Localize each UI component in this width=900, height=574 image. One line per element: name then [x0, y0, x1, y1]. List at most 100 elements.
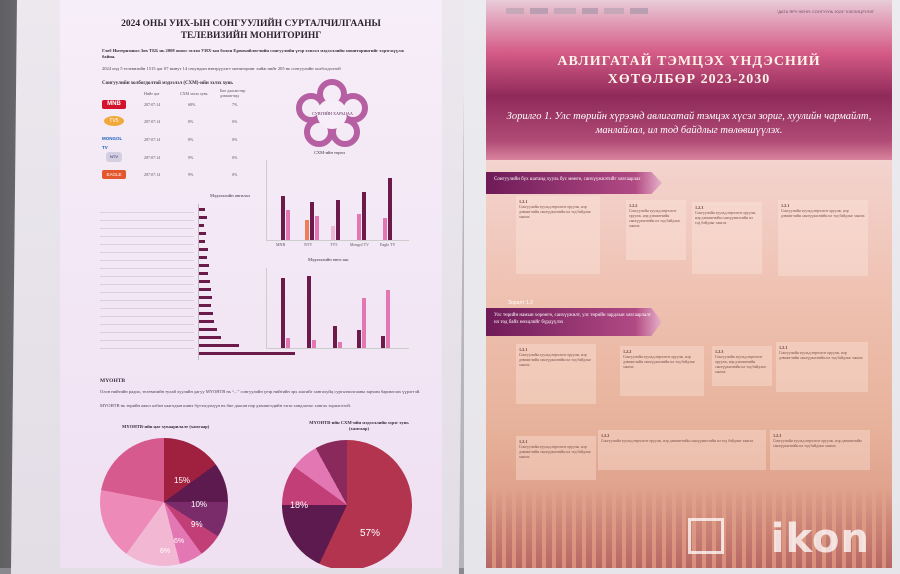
- measure-card-text: Сонгуулийн хуульд өөрчлөлт оруулж, нэр д…: [695, 211, 757, 225]
- chart2-bar: [362, 298, 366, 348]
- chart1-xtick: NTV: [304, 242, 313, 247]
- goal-band: [486, 96, 892, 160]
- pie-chart-2: [282, 440, 412, 568]
- chart3-row-labels: [100, 206, 194, 356]
- measure-card-tag: 1.2.1: [779, 345, 788, 350]
- measure-card-text: Сонгуулийн хуульд өөрчлөлт оруулж, нэр д…: [519, 205, 592, 219]
- right-poster: “ДАТА ЯРУ НЕНЯ: СОНГУУЛЬ 2024” ХЭЛЭЛЦҮҮЛ…: [486, 0, 892, 568]
- chart2-bar: [338, 342, 342, 348]
- pie1-label: 9%: [191, 520, 203, 529]
- chart3-bar: [199, 264, 209, 267]
- measure-card: 1.2.3 Сонгуулийн хуульд өөрчлөлт оруулж,…: [770, 430, 870, 470]
- chart3-bar: [199, 304, 211, 307]
- left-intro-text: Глоб Интернэшнл Зөв ТББ нь 2008 оноос эх…: [102, 48, 405, 59]
- chart1-bar: [336, 200, 340, 240]
- pie1-label: 6%: [160, 548, 171, 555]
- chart1-bar: [357, 214, 361, 240]
- chart1-title: СХМ-ийн төрөл: [314, 150, 345, 155]
- chart3-bar: [199, 320, 214, 323]
- left-poster: 2024 ОНЫ УИХ-ЫН СОНГУУЛИЙН СУРТАЛЧИЛГААН…: [60, 0, 442, 568]
- poster-header-small: “ДАТА ЯРУ НЕНЯ: СОНГУУЛЬ 2024” ХЭЛЭЛЦҮҮЛ…: [776, 9, 874, 14]
- flower-label: СУВГИЙН ХАРЬЦАА: [312, 111, 353, 116]
- measure-card-text: Сонгуулийн хуульд өөрчлөлт оруулж, нэр д…: [779, 351, 863, 360]
- chart1-bar: [383, 218, 387, 240]
- channel-pct: 8%: [188, 137, 194, 142]
- chart1-xtick: TV5: [330, 242, 338, 247]
- measure-card: 1.2.3 Сонгуулийн хуульд өөрчлөлт оруулж,…: [712, 346, 772, 386]
- measure-card: 1.2.2 Сонгуулийн хуульд өөрчлөлт оруулж,…: [598, 430, 766, 470]
- chart3-bar: [199, 296, 212, 299]
- montv-text-1: Олон нийтийн радио, телевизийн тухай хуу…: [100, 389, 421, 394]
- chart2-bar: [307, 276, 311, 348]
- channel-hours: 287:07:14: [144, 137, 161, 142]
- chart2-bar: [386, 290, 390, 348]
- chart1-xtick: MNB: [276, 242, 286, 247]
- pie2-label: 18%: [290, 500, 309, 510]
- chart3-bar: [199, 280, 210, 283]
- pie1-label: 10%: [191, 500, 208, 509]
- chart3-bar: [199, 344, 239, 347]
- measure-card-text: Сонгуулийн хуульд өөрчлөлт оруулж, нэр д…: [519, 445, 592, 459]
- channel-ind: 7%: [232, 102, 238, 107]
- chart1-bar: [315, 216, 319, 240]
- objective-banner-2: Улс төрийн намын хөрөнгө, санхүүжилт, ул…: [486, 308, 662, 336]
- channel-hours: 287:07:14: [144, 119, 161, 124]
- chart2-bar: [333, 326, 337, 348]
- channel-pct: 68%: [188, 102, 196, 107]
- poster-header-band: [486, 0, 892, 96]
- measure-card: 1.2.1 Сонгуулийн хуульд өөрчлөлт оруулж,…: [516, 344, 596, 404]
- chart1-bar: [305, 220, 309, 240]
- measure-card-text: Сонгуулийн хуульд өөрчлөлт оруулж, нэр д…: [623, 355, 696, 369]
- measure-card: 1.2.1 Сонгуулийн хуульд өөрчлөлт оруулж,…: [516, 196, 600, 274]
- chart2-bar: [357, 330, 361, 348]
- program-title-2: ХӨТӨЛБӨР 2023-2030: [607, 72, 771, 87]
- measure-card-text: Сонгуулийн хуульд өөрчлөлт оруулж, нэр д…: [781, 209, 865, 218]
- chart2-bar: [281, 278, 285, 348]
- measure-card: 1.2.1 Сонгуулийн хуульд өөрчлөлт оруулж,…: [516, 436, 596, 480]
- pie1-title: МҮОНТВ-ийн цаг хуваарилалт (хамгаар): [122, 424, 210, 429]
- channel-ind: 0%: [232, 137, 238, 142]
- mongol-tv-logo: MONGOL TV: [102, 136, 123, 150]
- chart3-title: Мэдээллийн ангилал: [210, 193, 250, 198]
- chart3-bar: [199, 272, 208, 275]
- measure-card-tag: 1.2.3: [695, 205, 704, 210]
- channel-hours: 287:07:14: [144, 155, 161, 160]
- left-poster-title-2: ТЕЛЕВИЗИЙН МОНИТОРИНГ: [180, 31, 322, 41]
- program-title-1: АВЛИГАТАЙ ТЭМЦЭХ ҮНДЭСНИЙ: [557, 54, 821, 69]
- montv-heading: МҮОНТВ: [100, 378, 126, 384]
- measure-card-tag: 1.2.1: [519, 347, 528, 352]
- measure-card-tag: 1.2.2: [601, 433, 610, 438]
- measure-card: 1.2.1 Сонгуулийн хуульд өөрчлөлт оруулж,…: [776, 342, 868, 392]
- pie-chart-1: [100, 438, 228, 566]
- chart3-bar: [199, 352, 295, 355]
- pie2-title: МҮОНТВ-ийн СХМ-ийн мэдээллийн зэрэг хувь…: [309, 420, 409, 431]
- table-header-pct: СХМ эзлэх хувь: [180, 91, 208, 96]
- tv5-logo: TV5: [104, 116, 124, 126]
- chart3-bar: [199, 224, 204, 227]
- chart3-bar: [199, 240, 205, 243]
- chart3-bar: [199, 328, 217, 331]
- left-poster-title-1: 2024 ОНЫ УИХ-ЫН СОНГУУЛИЙН СУРТАЛЧИЛГААН…: [121, 19, 381, 29]
- table-header-ind: Бие даасан нэр дэвшигчид: [220, 88, 246, 98]
- pie1-label: 6%: [174, 538, 185, 545]
- table-header-hours: Нийт цаг: [144, 91, 160, 96]
- chart3-bar: [199, 232, 206, 235]
- measure-card-text: Сонгуулийн хуульд өөрчлөлт оруулж, нэр д…: [601, 439, 754, 443]
- measure-card-text: Сонгуулийн хуульд өөрчлөлт оруулж, нэр д…: [773, 439, 862, 448]
- chart1-xtick: Mongol TV: [350, 242, 369, 247]
- watermark-icon: [688, 518, 724, 554]
- pie2-label: 57%: [360, 528, 381, 539]
- chart3-bar: [199, 312, 213, 315]
- chart1-bar: [388, 178, 392, 240]
- measure-card-tag: 1.2.1: [519, 199, 528, 204]
- flower-diagram: [296, 79, 368, 147]
- channel-hours: 287:07:14: [144, 172, 161, 177]
- chart3-bar: [199, 208, 205, 211]
- measure-card-text: Сонгуулийн хуульд өөрчлөлт оруулж, нэр д…: [629, 209, 681, 228]
- chart2-area: [266, 268, 409, 349]
- objective-banner-1: Сонгуулийн бүх шатанд хууль бус мөнгө, с…: [486, 172, 662, 194]
- chart1-bar: [281, 196, 285, 240]
- chart1-area: [266, 160, 409, 241]
- chart1-bar: [362, 192, 366, 240]
- chart1-bar: [310, 202, 314, 240]
